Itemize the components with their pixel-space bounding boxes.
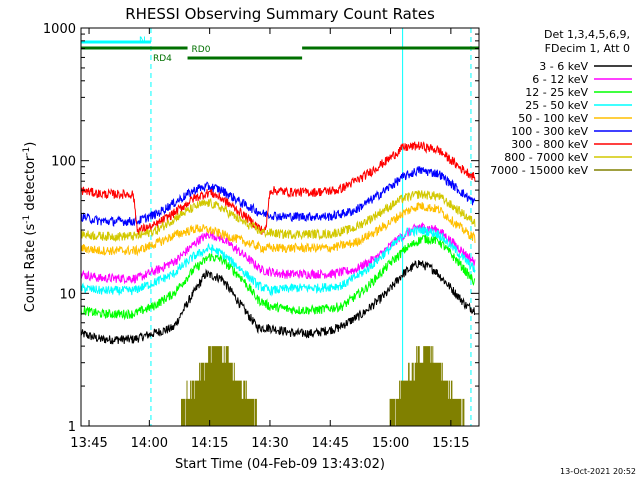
x-tick-label-1: 14:00 [131, 436, 168, 451]
legend-label-6: 300 - 800 keV [511, 138, 588, 151]
x-tick-label-4: 14:45 [312, 436, 349, 451]
series-line-3 [81, 225, 476, 297]
series-bars-burst-1 [181, 346, 257, 426]
series-line-2 [81, 234, 475, 321]
x-tick-label-0: 13:45 [70, 436, 107, 451]
legend-label-4: 50 - 100 keV [518, 112, 588, 125]
series-line-6 [81, 141, 476, 236]
legend-header-1: Det 1,3,4,5,6,9, [544, 28, 630, 41]
y-axis-label: Count Rate (s-1 detector-1) [22, 142, 38, 313]
y-tick-label-0: 1 [68, 420, 76, 435]
legend-label-5: 100 - 300 keV [511, 125, 588, 138]
plot-frame [80, 27, 480, 427]
series-bars-burst-2 [389, 346, 465, 426]
footer-date: 13-Oct-2021 20:52 [560, 467, 636, 476]
segment-label-0: N [139, 36, 146, 46]
legend-label-0: 3 - 6 keV [539, 60, 588, 73]
segment-label-1: RD0 [192, 45, 211, 55]
series-line-5 [81, 166, 476, 228]
segment-label-2: RD4 [153, 54, 172, 64]
legend-label-1: 6 - 12 keV [532, 73, 588, 86]
series-line-1 [81, 221, 476, 285]
x-tick-label-2: 14:15 [191, 436, 228, 451]
series-line-4 [81, 202, 476, 257]
legend-label-8: 7000 - 15000 keV [490, 164, 588, 177]
series-line-0 [81, 260, 476, 345]
y-tick-label-3: 1000 [43, 22, 76, 37]
x-tick-label-3: 14:30 [251, 436, 288, 451]
y-tick-label-2: 100 [51, 155, 76, 170]
legend: Det 1,3,4,5,6,9, FDecim 1, Att 0 3 - 6 k… [490, 28, 632, 177]
x-axis-label: Start Time (04-Feb-09 13:43:02) [175, 457, 385, 472]
legend-header-2: FDecim 1, Att 0 [545, 42, 630, 55]
x-tick-label-6: 15:15 [432, 436, 469, 451]
series-line-7 [81, 189, 476, 243]
y-tick-label-1: 10 [59, 287, 76, 302]
legend-label-2: 12 - 25 keV [525, 86, 588, 99]
x-tick-label-5: 15:00 [372, 436, 409, 451]
legend-label-7: 800 - 7000 keV [504, 151, 588, 164]
legend-label-3: 25 - 50 keV [525, 99, 588, 112]
chart-title: RHESSI Observing Summary Count Rates [125, 5, 435, 23]
